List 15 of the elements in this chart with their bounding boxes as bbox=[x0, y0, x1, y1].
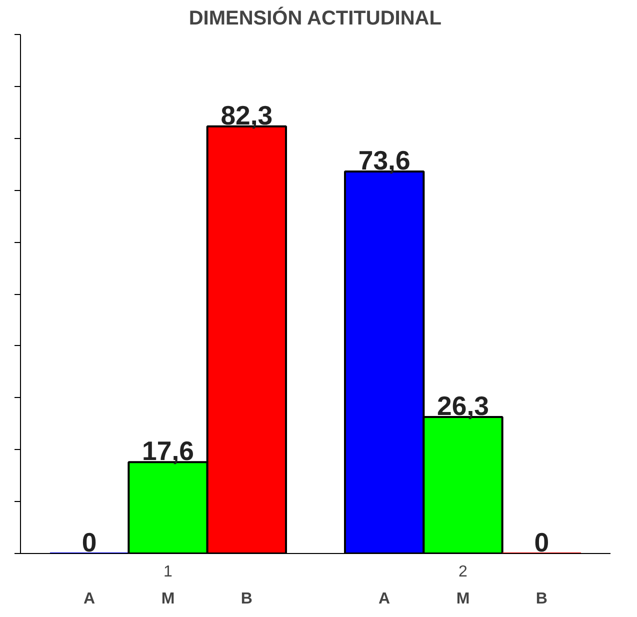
data-label: 82,3 bbox=[220, 100, 273, 130]
x-tick-label: 2 bbox=[458, 564, 468, 580]
text: B bbox=[240, 590, 252, 608]
x-tick-label: 1 bbox=[164, 564, 173, 580]
data-label: 26,3 bbox=[437, 391, 489, 422]
data-label: 73,6 bbox=[358, 146, 410, 176]
text: A bbox=[84, 590, 96, 608]
text: B bbox=[536, 590, 548, 608]
text: M bbox=[456, 590, 470, 608]
text: A bbox=[378, 590, 390, 608]
chart-title: DIMENSIÓN ACTITUDINAL bbox=[188, 6, 442, 30]
data-label: 17,6 bbox=[142, 436, 194, 466]
data-label: 0 bbox=[82, 528, 97, 558]
text: M bbox=[161, 590, 175, 608]
data-label: 0 bbox=[534, 528, 550, 558]
